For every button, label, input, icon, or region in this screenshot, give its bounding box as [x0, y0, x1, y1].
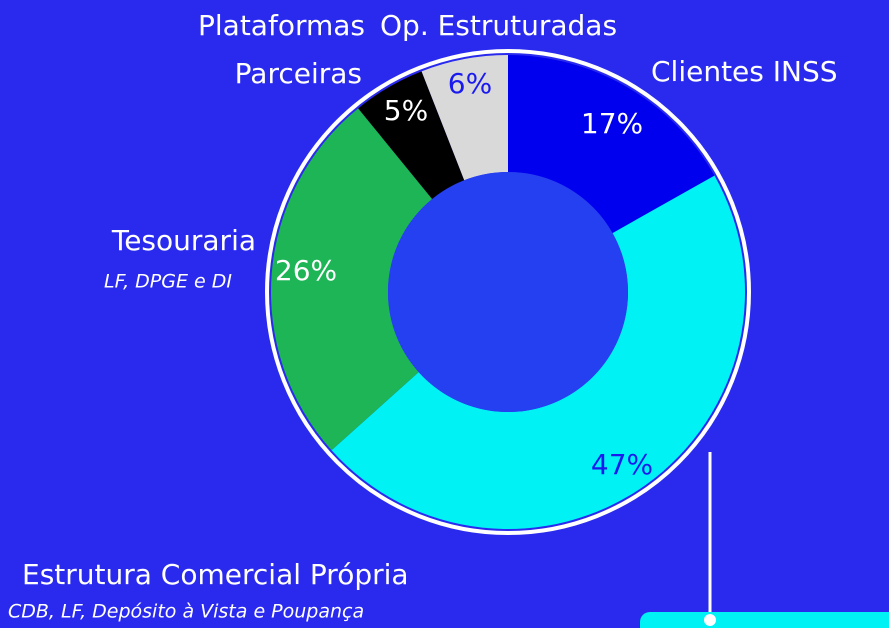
value-label: 47%: [591, 448, 653, 481]
category-note: CDB, LF, Depósito à Vista e Poupança: [8, 601, 364, 623]
connector-dot: [704, 614, 716, 626]
donut-hole: [388, 172, 628, 412]
category-label: Clientes INSS: [651, 55, 838, 88]
value-label: 26%: [275, 254, 337, 287]
category-label: Estrutura Comercial Própria: [22, 558, 409, 591]
value-label: 6%: [448, 67, 492, 100]
donut-slice: [358, 71, 465, 200]
value-label: 5%: [384, 94, 428, 127]
donut-slice: [508, 55, 715, 234]
callout-box: [640, 612, 889, 628]
category-note: LF, DPGE e DI: [104, 271, 232, 293]
category-label: Tesouraria: [111, 224, 256, 257]
donut-slice: [270, 108, 433, 451]
donut-slice: [421, 55, 508, 181]
category-label: Plataformas Parceiras: [198, 9, 365, 90]
category-label: Op. Estruturadas: [380, 9, 617, 42]
donut-slice: [331, 175, 745, 529]
value-label: 17%: [581, 107, 643, 140]
outer-ring: [265, 49, 751, 535]
